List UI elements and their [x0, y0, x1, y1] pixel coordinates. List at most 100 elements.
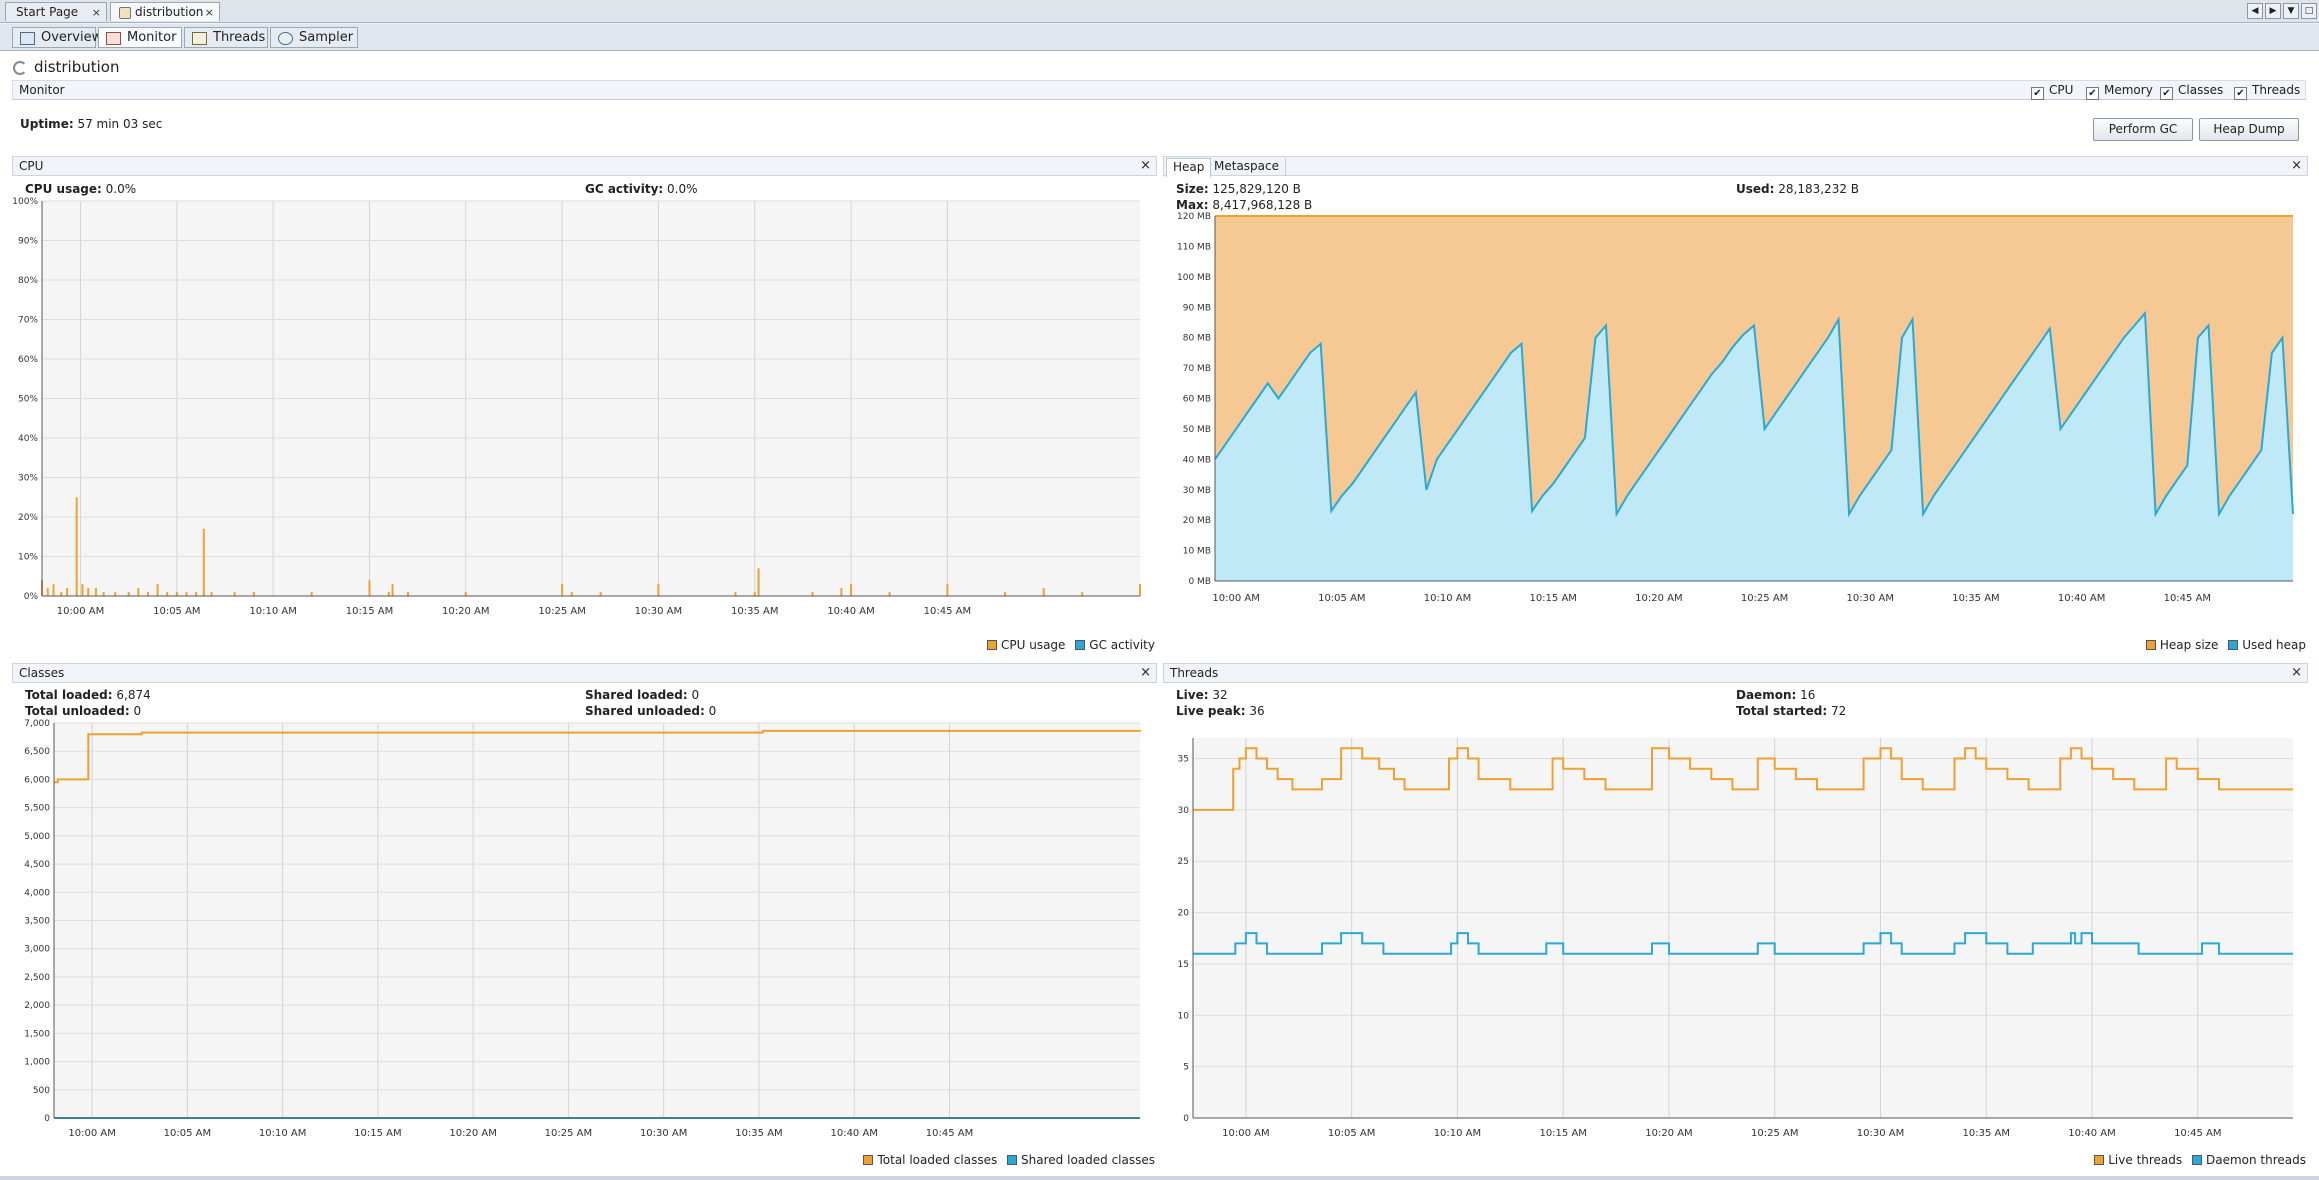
stat-live: Live: 32: [1176, 688, 1228, 702]
panel-title: CPU: [19, 159, 44, 173]
x-tick-label: 10:30 AM: [635, 606, 682, 617]
stat-value: 0: [691, 688, 700, 702]
y-tick-label: 2,000: [24, 1001, 50, 1011]
monitor-view: distribution Monitor ✔ CPU ✔ Memory ✔ Class…: [0, 51, 2319, 1176]
x-tick-label: 10:15 AM: [1539, 1128, 1586, 1139]
stat-gc-activity: GC activity: 0.0%: [585, 182, 698, 196]
heap-dump-button[interactable]: Heap Dump: [2199, 118, 2299, 141]
tab-sampler[interactable]: Sampler: [270, 27, 358, 48]
chart-legend: CPU usage GC activity: [981, 638, 1155, 652]
document-tab-bar: Start Page × distribution × ◀ ▶ ▼ □: [0, 0, 2319, 23]
classes-panel: Classes × Total loaded: 6,874 Shared loa…: [12, 663, 1157, 1176]
y-tick-label: 20%: [18, 513, 38, 523]
stat-value: 72: [1830, 704, 1847, 718]
y-tick-label: 0: [44, 1114, 50, 1124]
x-tick-label: 10:20 AM: [1645, 1128, 1692, 1139]
doc-tab-start-page[interactable]: Start Page ×: [5, 2, 107, 21]
x-tick-label: 10:00 AM: [57, 606, 104, 617]
stat-total-unloaded: Total unloaded: 0: [25, 704, 141, 718]
legend-swatch: [1075, 640, 1086, 650]
checkbox-memory[interactable]: ✔ Memory: [2086, 83, 2153, 100]
scroll-right-icon[interactable]: ▶: [2265, 3, 2281, 19]
close-icon[interactable]: ×: [2291, 665, 2302, 680]
legend-label: Total loaded classes: [877, 1153, 998, 1167]
scroll-left-icon[interactable]: ◀: [2247, 3, 2263, 19]
tab-heap[interactable]: Heap: [1166, 158, 1212, 177]
heap-panel: Heap Metaspace × Size: 125,829,120 B Use…: [1163, 156, 2308, 661]
series-line-primary: [1193, 747, 2293, 811]
tab-monitor[interactable]: Monitor: [98, 27, 182, 48]
y-tick-label: 15: [1178, 960, 1189, 970]
section-title: Monitor: [19, 83, 65, 97]
window-controls: ◀ ▶ ▼ □: [2245, 3, 2317, 19]
y-tick-label: 10%: [18, 553, 38, 563]
stat-total-loaded: Total loaded: 6,874: [25, 688, 151, 702]
plot-area: [1193, 738, 2293, 1118]
x-tick-label: 10:15 AM: [354, 1128, 401, 1139]
y-tick-label: 30 MB: [1183, 486, 1211, 496]
close-icon[interactable]: ×: [204, 6, 214, 19]
stat-total-started: Total started: 72: [1736, 704, 1846, 718]
stat-label: Total loaded:: [25, 688, 113, 702]
y-tick-label: 20: [1178, 909, 1190, 919]
x-tick-label: 10:30 AM: [1857, 1128, 1904, 1139]
classes-chart: 10:00 AM 10:05 AM 10:10 AM 10:15 AM 10:20 AM…: [24, 719, 1141, 1139]
checkbox-label: Memory: [2104, 83, 2153, 97]
x-tick-label: 10:30 AM: [1847, 593, 1894, 604]
used-heap-line: [1214, 310, 2294, 518]
y-tick-label: 4,500: [24, 860, 50, 870]
uptime: Uptime: 57 min 03 sec: [20, 117, 162, 131]
y-tick-label: 120 MB: [1177, 212, 1211, 222]
legend-label: Heap size: [2159, 638, 2219, 652]
perform-gc-button[interactable]: Perform GC: [2093, 118, 2193, 141]
x-tick-label: 10:25 AM: [545, 1128, 592, 1139]
y-tick-label: 0%: [24, 592, 39, 602]
stat-label: Shared loaded:: [585, 688, 688, 702]
y-tick-label: 5,500: [24, 804, 50, 814]
x-tick-label: 10:35 AM: [1952, 593, 1999, 604]
x-tick-label: 10:10 AM: [259, 1128, 306, 1139]
checkbox-threads[interactable]: ✔ Threads: [2234, 83, 2300, 100]
close-icon[interactable]: ×: [1140, 158, 1151, 173]
maximize-icon[interactable]: □: [2301, 3, 2317, 19]
checkbox-label: Classes: [2178, 83, 2224, 97]
checkbox-checked-icon: ✔: [2234, 87, 2247, 100]
series-line-primary: [54, 729, 1141, 784]
y-tick-label: 20 MB: [1183, 516, 1211, 526]
loading-spinner-icon: [13, 61, 27, 75]
tab-label: Sampler: [299, 30, 354, 45]
checkbox-classes[interactable]: ✔ Classes: [2160, 83, 2223, 100]
close-icon[interactable]: ×: [1140, 665, 1151, 680]
close-icon[interactable]: ×: [2291, 158, 2302, 173]
monitor-section-header: Monitor ✔ CPU ✔ Memory ✔ Classes ✔ Threads: [12, 80, 2306, 100]
checkbox-checked-icon: ✔: [2086, 87, 2099, 100]
dropdown-icon[interactable]: ▼: [2283, 3, 2299, 19]
y-tick-label: 0: [1183, 1114, 1189, 1124]
doc-tab-distribution[interactable]: distribution ×: [110, 2, 220, 21]
y-tick-label: 40%: [18, 434, 38, 444]
legend-label: Shared loaded classes: [1021, 1153, 1155, 1167]
legend-swatch: [2094, 1155, 2105, 1165]
view-tab-bar: Overview Monitor Threads Sampler: [0, 24, 2319, 51]
panel-title: Classes: [19, 666, 65, 680]
checkbox-cpu[interactable]: ✔ CPU: [2031, 83, 2073, 100]
tab-label: Monitor: [127, 30, 177, 45]
tab-threads[interactable]: Threads: [184, 27, 268, 48]
legend-swatch: [987, 640, 997, 650]
checkbox-checked-icon: ✔: [2160, 87, 2173, 100]
tab-overview[interactable]: Overview: [12, 27, 102, 48]
chart-legend: Live threads Daemon threads: [2088, 1153, 2306, 1167]
tab-metaspace[interactable]: Metaspace: [1208, 158, 1286, 176]
x-tick-label: 10:00 AM: [68, 1128, 115, 1139]
y-tick-label: 70 MB: [1183, 364, 1211, 374]
stat-value: 0: [133, 704, 142, 718]
x-tick-label: 10:40 AM: [830, 1128, 877, 1139]
stat-live-peak: Live peak: 36: [1176, 704, 1265, 718]
legend-label: CPU usage: [1001, 638, 1066, 652]
tab-label: Overview: [41, 30, 103, 45]
close-icon[interactable]: ×: [91, 6, 101, 19]
x-tick-label: 10:00 AM: [1222, 1128, 1269, 1139]
legend-swatch: [2191, 1155, 2202, 1165]
stat-heap-size: Size: 125,829,120 B: [1176, 182, 1301, 196]
x-tick-label: 10:05 AM: [1328, 1128, 1375, 1139]
